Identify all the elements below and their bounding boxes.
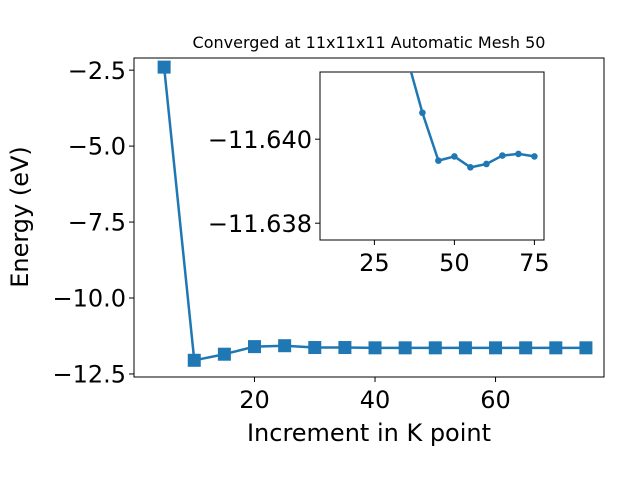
data-point bbox=[483, 160, 490, 168]
data-point bbox=[531, 153, 538, 160]
inset-x-axis: 25 50 75 bbox=[359, 240, 550, 277]
y-tick-label: −10.0 bbox=[52, 285, 126, 313]
y-tick-label: −5.0 bbox=[68, 133, 126, 161]
x-tick-label: 40 bbox=[360, 386, 391, 414]
main-y-axis: −2.5 −5.0 −7.5 −10.0 −12.5 bbox=[52, 57, 134, 389]
data-point bbox=[308, 341, 322, 355]
x-tick-label: 25 bbox=[359, 249, 390, 277]
main-x-axis: 20 40 60 bbox=[239, 377, 511, 414]
y-tick-label: −11.638 bbox=[208, 210, 312, 238]
x-tick-label: 60 bbox=[480, 386, 511, 414]
inset-plot-frame bbox=[319, 71, 545, 241]
data-point bbox=[157, 60, 171, 74]
data-point bbox=[458, 341, 472, 355]
data-point bbox=[467, 164, 474, 171]
y-tick-label: −12.5 bbox=[52, 361, 126, 389]
data-point bbox=[398, 341, 412, 355]
chart-title: Converged at 11x11x11 Automatic Mesh 50 bbox=[193, 33, 546, 52]
x-tick-label: 75 bbox=[519, 249, 550, 277]
data-point bbox=[248, 340, 262, 354]
data-point bbox=[368, 341, 382, 355]
y-tick-label: −11.640 bbox=[208, 126, 312, 154]
data-point bbox=[451, 153, 458, 160]
data-point bbox=[489, 341, 503, 355]
data-point bbox=[217, 347, 231, 361]
inset-y-axis: −11.640 −11.638 bbox=[208, 126, 320, 238]
data-point bbox=[419, 109, 426, 117]
inset-series bbox=[409, 72, 538, 171]
data-point bbox=[549, 341, 563, 355]
data-point bbox=[278, 339, 292, 353]
x-tick-label: 20 bbox=[239, 386, 270, 414]
data-point bbox=[338, 341, 352, 355]
main-series bbox=[157, 60, 593, 367]
data-point bbox=[435, 157, 442, 164]
data-point bbox=[515, 150, 522, 158]
y-tick-label: −2.5 bbox=[68, 57, 126, 85]
data-point bbox=[499, 152, 506, 159]
x-axis-label: Increment in K point bbox=[247, 419, 491, 447]
data-point bbox=[519, 341, 533, 355]
y-axis-label: Energy (eV) bbox=[6, 146, 34, 288]
data-point bbox=[579, 341, 593, 355]
y-tick-label: −7.5 bbox=[68, 209, 126, 237]
data-point bbox=[428, 341, 442, 355]
data-point bbox=[187, 353, 201, 367]
x-tick-label: 50 bbox=[439, 249, 470, 277]
